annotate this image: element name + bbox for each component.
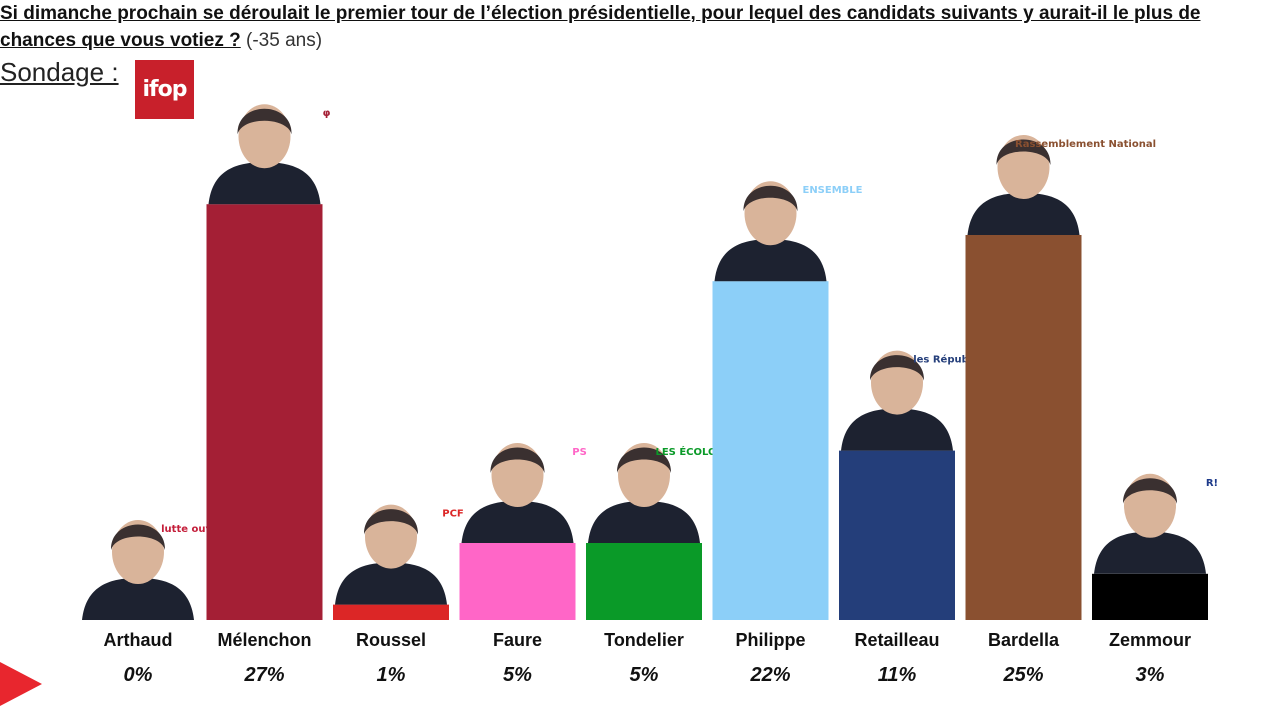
portrait-body-retailleau — [841, 408, 953, 451]
survey-subtitle: (-35 ans) — [246, 30, 323, 51]
party-logo-zemmour: R! — [1206, 478, 1218, 489]
portrait-hair-melenchon — [237, 108, 292, 135]
party-logo-philippe: ENSEMBLE — [802, 185, 862, 196]
bar-melenchon — [206, 204, 323, 620]
value-label-philippe: 22% — [749, 664, 790, 686]
page-title: Si dimanche prochain se déroulait le pre… — [0, 0, 1280, 54]
value-label-retailleau: 11% — [878, 664, 917, 686]
portrait-hair-retailleau — [869, 355, 925, 381]
portrait-body-melenchon — [208, 162, 321, 205]
party-logo-roussel: PCF — [442, 509, 464, 520]
ifop-logo: ifop — [135, 60, 194, 119]
portrait-body-bardella — [967, 193, 1080, 235]
value-label-melenchon: 27% — [243, 664, 284, 686]
portrait-hair-philippe — [743, 185, 798, 212]
survey-question: Si dimanche prochain se déroulait le pre… — [0, 3, 1201, 51]
party-logo-melenchon: φ — [323, 108, 331, 119]
bar-retailleau — [839, 450, 955, 620]
bar-zemmour — [1092, 573, 1208, 620]
party-logo-faure: PS — [572, 447, 587, 458]
portrait-hair-arthaud — [110, 524, 166, 550]
portrait-hair-zemmour — [1122, 478, 1178, 504]
value-label-faure: 5% — [503, 664, 532, 686]
value-label-tondelier: 5% — [630, 664, 659, 686]
portrait-body-zemmour — [1094, 531, 1206, 574]
category-label-tondelier: Tondelier — [604, 630, 684, 650]
bar-roussel — [333, 604, 449, 620]
portrait-hair-tondelier — [616, 447, 672, 473]
bar-bardella — [965, 235, 1082, 620]
value-label-roussel: 1% — [377, 664, 406, 686]
category-label-retailleau: Retailleau — [854, 630, 939, 650]
party-logo-bardella: Rassemblement National — [1015, 139, 1156, 150]
ifop-logo-text: ifop — [142, 77, 188, 102]
portrait-hair-bardella — [996, 139, 1051, 165]
portrait-body-tondelier — [588, 501, 700, 543]
portrait-body-philippe — [714, 239, 827, 282]
category-label-arthaud: Arthaud — [104, 630, 173, 650]
portrait-body-arthaud — [82, 578, 194, 620]
bar-faure — [459, 543, 576, 620]
bar-tondelier — [586, 543, 702, 620]
sondage-label: Sondage : — [0, 57, 119, 87]
portrait-body-faure — [461, 501, 574, 543]
value-label-bardella: 25% — [1002, 664, 1043, 686]
portrait-hair-roussel — [363, 509, 419, 535]
category-label-philippe: Philippe — [735, 630, 805, 650]
value-label-arthaud: 0% — [124, 664, 153, 686]
category-label-bardella: Bardella — [988, 630, 1060, 650]
play-arrow-icon — [0, 662, 42, 706]
portrait-hair-faure — [490, 447, 545, 473]
category-label-faure: Faure — [493, 630, 542, 650]
portrait-body-roussel — [335, 562, 447, 605]
category-label-roussel: Roussel — [356, 630, 426, 650]
category-label-zemmour: Zemmour — [1109, 630, 1191, 650]
value-label-zemmour: 3% — [1136, 664, 1165, 686]
bar-philippe — [712, 281, 829, 620]
category-label-melenchon: Mélenchon — [217, 630, 311, 650]
